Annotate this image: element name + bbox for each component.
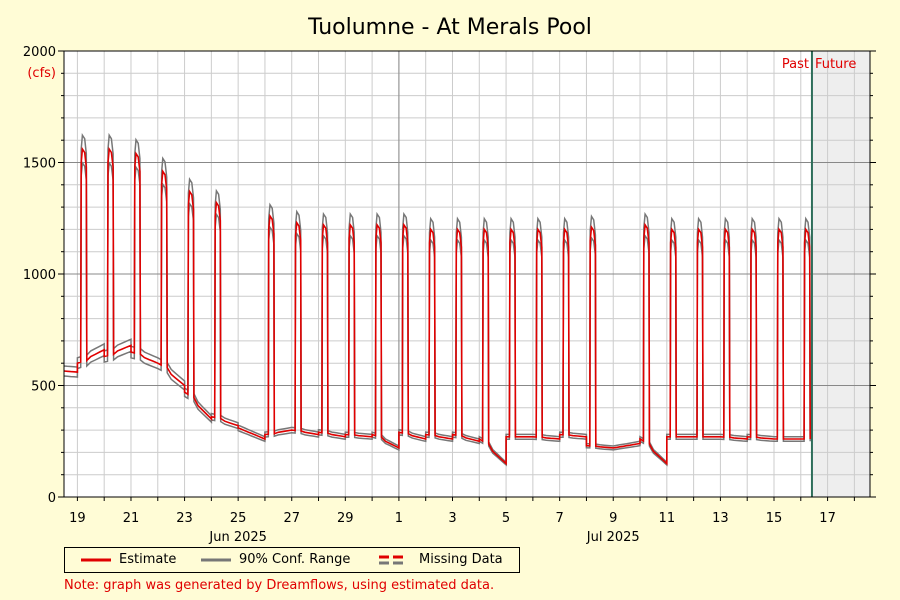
past-label: Past [782,57,809,72]
y-tick-label: 2000 [23,45,56,60]
x-tick-label: 15 [766,511,783,526]
major-grid [64,51,870,497]
month-labels: Jun 2025 Jul 2025 [208,530,639,545]
x-tick-label: 21 [123,511,140,526]
y-unit-label: (cfs) [27,66,56,81]
x-tick-label: 3 [448,511,456,526]
x-tick-label: 11 [659,511,676,526]
chart-title: Tuolumne - At Merals Pool [307,15,592,40]
x-tick-label: 19 [69,511,86,526]
y-tick-label: 0 [48,491,56,506]
x-tick-label: 9 [609,511,617,526]
y-tick-label: 1000 [23,268,56,283]
x-tick-label: 29 [337,511,354,526]
series-layer [63,132,811,467]
x-tick-label: 5 [502,511,510,526]
x-tick-label: 23 [176,511,193,526]
plot-frame [63,50,871,498]
y-tick-label: 1500 [23,157,56,172]
flow-chart: Tuolumne - At Merals Pool Past Future (c… [23,15,876,545]
legend-estimate-label: Estimate [119,552,177,567]
future-label: Future [815,57,856,72]
x-tick-label: 7 [556,511,564,526]
x-tick-label: 27 [283,511,300,526]
legend-conf-label: 90% Conf. Range [239,552,351,567]
x-tick-label: 25 [230,511,247,526]
x-tick-labels: 19 21 23 25 27 29 1 3 5 7 9 11 13 15 17 [69,511,836,526]
legend-missing-label: Missing Data [419,552,503,567]
month-label: Jun 2025 [208,530,267,545]
month-label: Jul 2025 [586,530,640,545]
y-tick-label: 500 [31,380,56,395]
y-tick-labels: 0 500 1000 1500 2000 [23,45,56,506]
x-tick-label: 13 [712,511,729,526]
estimate-line [63,146,811,466]
legend: Estimate 90% Conf. Range Missing Data [64,547,520,573]
x-tick-label: 1 [395,511,403,526]
footnote: Note: graph was generated by Dreamflows,… [64,578,495,593]
legend-missing-swatch [379,555,405,565]
x-tick-label: 17 [819,511,836,526]
